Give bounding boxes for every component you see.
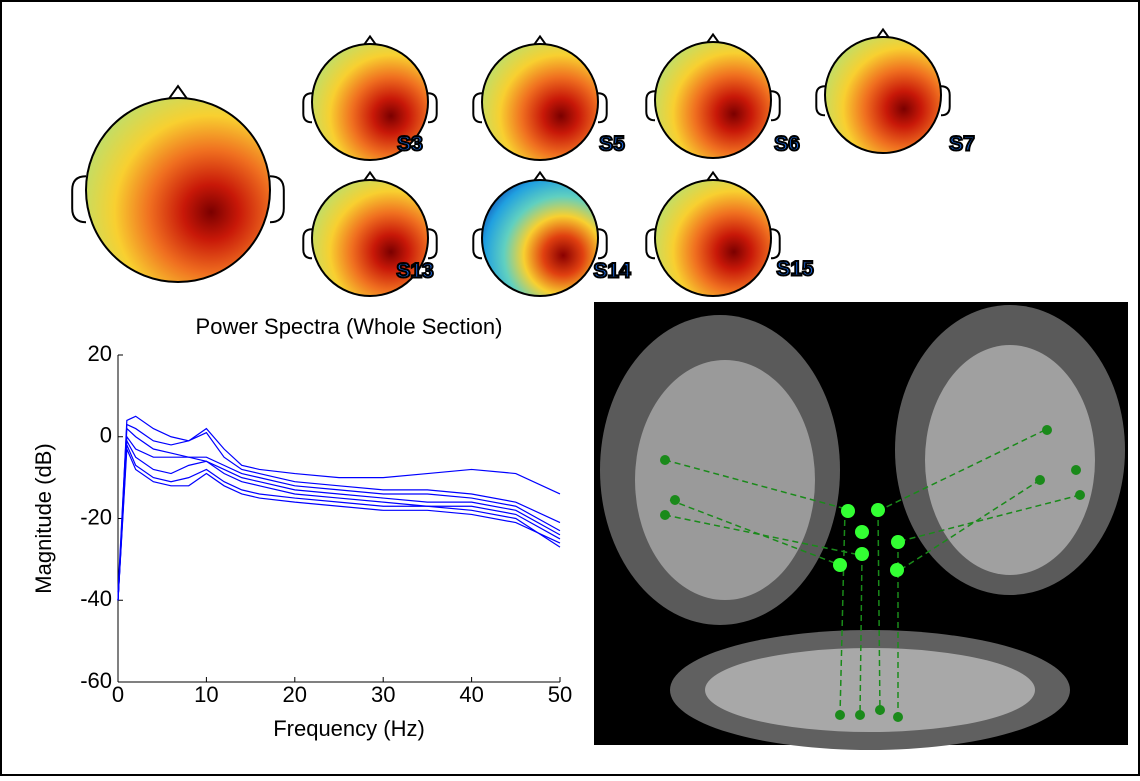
map-label: S6 — [774, 133, 800, 156]
chart-title: Power Spectra (Whole Section) — [196, 314, 503, 339]
y-tick-label: 0 — [100, 423, 112, 448]
x-tick-label: 40 — [459, 682, 483, 707]
map-label: S7 — [949, 133, 975, 156]
scalp-map — [86, 98, 270, 282]
map-label: S3 — [397, 133, 423, 156]
scalp-map — [825, 37, 941, 153]
figure: S3 S5 S6 S7 S13 S14 S15 Power Spectra (Whole S… — [0, 0, 1140, 776]
map-label: S13 — [396, 260, 433, 283]
y-tick-label: -60 — [80, 668, 112, 693]
x-tick-label: 10 — [194, 682, 218, 707]
scalp-map — [655, 180, 771, 296]
map-label: S15 — [776, 258, 814, 281]
x-tick-label: 20 — [283, 682, 307, 707]
map-label: S14 — [593, 260, 631, 283]
scalp-map — [482, 44, 598, 160]
x-tick-label: 30 — [371, 682, 395, 707]
y-tick-label: -20 — [80, 504, 112, 529]
brain-panel — [594, 302, 1128, 750]
map-label: S5 — [599, 133, 625, 156]
x-tick-label: 50 — [548, 682, 572, 707]
x-axis-label: Frequency (Hz) — [273, 716, 425, 741]
y-tick-label: 20 — [88, 341, 112, 366]
y-axis-label: Magnitude (dB) — [31, 443, 56, 593]
scalp-map — [655, 42, 771, 158]
x-tick-label: 0 — [112, 682, 124, 707]
y-tick-label: -40 — [80, 586, 112, 611]
scalp-map — [482, 180, 598, 296]
